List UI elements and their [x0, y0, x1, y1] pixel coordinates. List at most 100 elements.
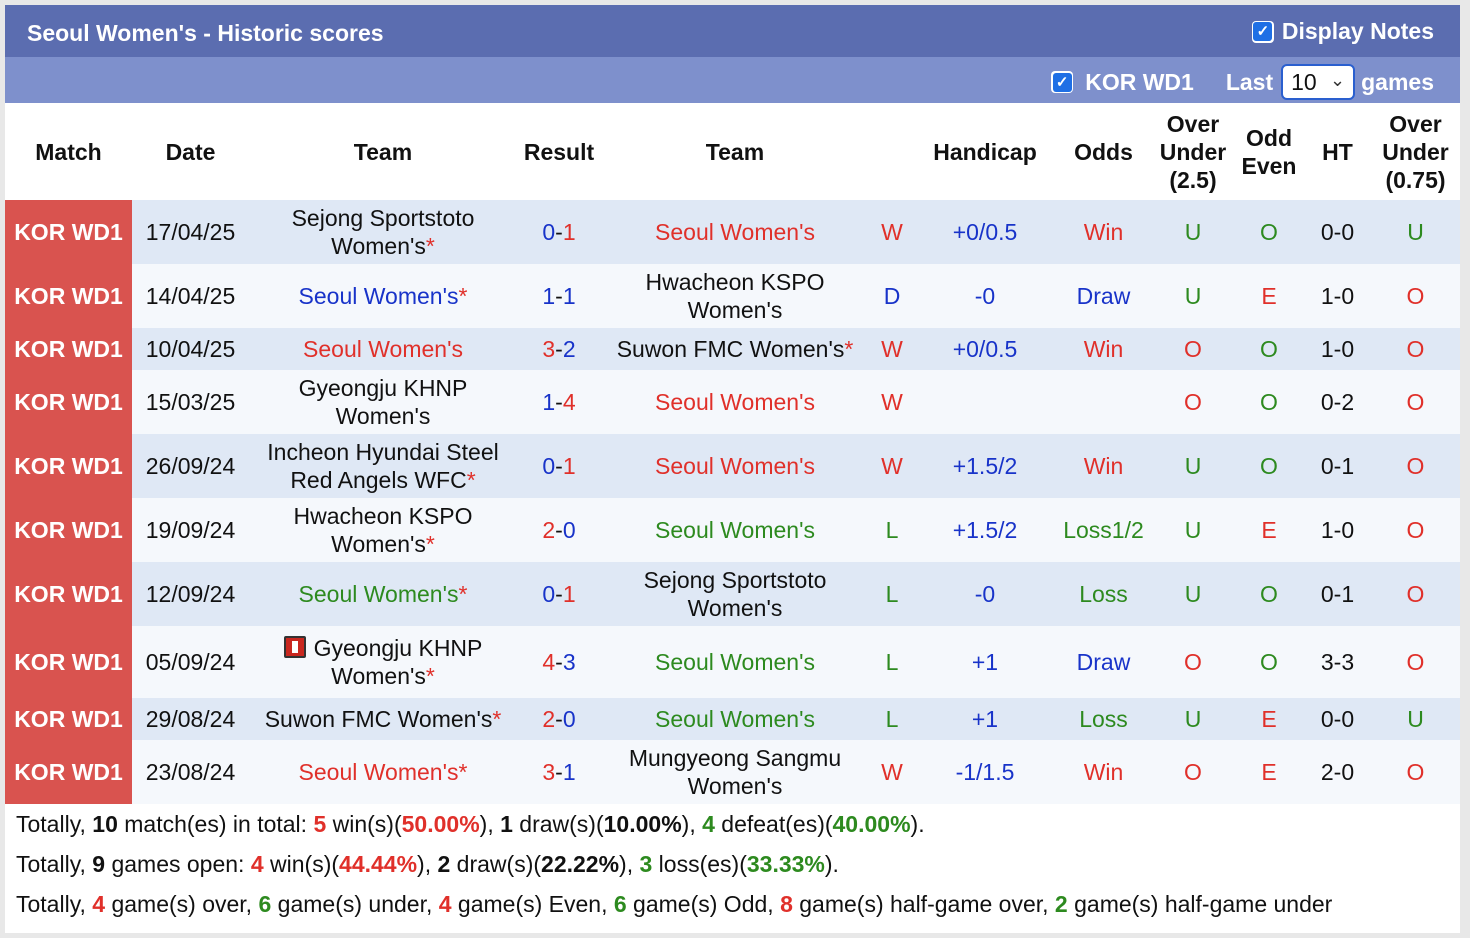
- col-match[interactable]: Match: [5, 103, 132, 200]
- league-cell[interactable]: KOR WD1: [5, 200, 132, 264]
- home-team-name[interactable]: Seoul Women's: [298, 581, 459, 607]
- home-team-cell[interactable]: Sejong Sportstoto Women's*: [249, 200, 517, 264]
- home-team-cell[interactable]: Gyeongju KHNP Women's*: [249, 626, 517, 698]
- away-team-name[interactable]: Seoul Women's: [655, 706, 815, 732]
- home-team-name[interactable]: Seoul Women's: [303, 336, 463, 362]
- ht-cell: 1-0: [1304, 498, 1371, 562]
- league-cell[interactable]: KOR WD1: [5, 264, 132, 328]
- away-team-cell[interactable]: Seoul Women's: [601, 698, 869, 740]
- odds-cell: Loss1/2: [1055, 498, 1152, 562]
- summary-segment: 6: [613, 891, 627, 917]
- league-cell[interactable]: KOR WD1: [5, 370, 132, 434]
- summary-segment: game(s) Even,: [451, 891, 614, 917]
- result-cell[interactable]: 1-1: [517, 264, 601, 328]
- ht-cell: 0-0: [1304, 698, 1371, 740]
- away-team-name[interactable]: Seoul Women's: [655, 389, 815, 415]
- checkbox-icon[interactable]: ✓: [1251, 20, 1274, 43]
- away-team-cell[interactable]: Seoul Women's: [601, 498, 869, 562]
- away-score: 1: [562, 219, 576, 245]
- col-over-under-ht[interactable]: Over Under (0.75): [1371, 103, 1460, 200]
- col-ht[interactable]: HT: [1304, 103, 1371, 200]
- away-team-cell[interactable]: Sejong Sportstoto Women's: [601, 562, 869, 626]
- home-team-cell[interactable]: Hwacheon KSPO Women's*: [249, 498, 517, 562]
- ht-cell: 0-1: [1304, 434, 1371, 498]
- away-team-cell[interactable]: Seoul Women's: [601, 200, 869, 264]
- score-separator: -: [555, 219, 563, 245]
- home-team-cell[interactable]: Suwon FMC Women's*: [249, 698, 517, 740]
- over-under-ht-cell: O: [1371, 562, 1460, 626]
- away-team-cell[interactable]: Hwacheon KSPO Women's: [601, 264, 869, 328]
- result-cell[interactable]: 0-1: [517, 434, 601, 498]
- col-over-under[interactable]: Over Under (2.5): [1152, 103, 1234, 200]
- home-team-cell[interactable]: Seoul Women's*: [249, 264, 517, 328]
- over-under-cell: O: [1152, 370, 1234, 434]
- home-team-cell[interactable]: Incheon Hyundai Steel Red Angels WFC*: [249, 434, 517, 498]
- odds-cell: Win: [1055, 328, 1152, 370]
- summary-segment: ).: [910, 811, 925, 837]
- score-separator: -: [555, 759, 563, 785]
- home-team-cell[interactable]: Gyeongju KHNP Women's: [249, 370, 517, 434]
- wdl-cell: W: [869, 434, 915, 498]
- away-team-cell[interactable]: Seoul Women's: [601, 626, 869, 698]
- summary-line-over-under: Totally, 4 game(s) over, 6 game(s) under…: [16, 884, 1460, 924]
- home-team-name[interactable]: Seoul Women's: [298, 759, 459, 785]
- result-cell[interactable]: 0-1: [517, 562, 601, 626]
- home-team-cell[interactable]: Seoul Women's*: [249, 562, 517, 626]
- away-team-name[interactable]: Seoul Women's: [655, 517, 815, 543]
- home-team-name[interactable]: Incheon Hyundai Steel Red Angels WFC: [267, 439, 499, 493]
- display-notes-toggle[interactable]: ✓ Display Notes: [1251, 18, 1434, 45]
- home-marker: *: [466, 467, 476, 493]
- result-cell[interactable]: 2-0: [517, 698, 601, 740]
- league-cell[interactable]: KOR WD1: [5, 740, 132, 804]
- away-team-cell[interactable]: Seoul Women's: [601, 370, 869, 434]
- league-cell[interactable]: KOR WD1: [5, 498, 132, 562]
- league-filter-checkbox[interactable]: ✓: [1051, 71, 1074, 93]
- away-team-name[interactable]: Seoul Women's: [655, 649, 815, 675]
- col-result[interactable]: Result: [517, 103, 601, 200]
- result-cell[interactable]: 3-1: [517, 740, 601, 804]
- date-cell: 10/04/25: [132, 328, 249, 370]
- col-team-away[interactable]: Team: [601, 103, 869, 200]
- away-team-cell[interactable]: Seoul Women's: [601, 434, 869, 498]
- games-label: games: [1361, 68, 1434, 95]
- away-team-name[interactable]: Seoul Women's: [655, 219, 815, 245]
- home-team-name[interactable]: Hwacheon KSPO Women's: [293, 503, 473, 557]
- date-cell: 26/09/24: [132, 434, 249, 498]
- away-team-name[interactable]: Seoul Women's: [655, 453, 815, 479]
- result-cell[interactable]: 4-3: [517, 626, 601, 698]
- league-cell[interactable]: KOR WD1: [5, 626, 132, 698]
- result-cell[interactable]: 2-0: [517, 498, 601, 562]
- league-filter-label: KOR WD1: [1085, 68, 1194, 95]
- league-cell[interactable]: KOR WD1: [5, 328, 132, 370]
- handicap-cell: -0: [915, 264, 1055, 328]
- result-cell[interactable]: 1-4: [517, 370, 601, 434]
- result-cell[interactable]: 3-2: [517, 328, 601, 370]
- league-cell[interactable]: KOR WD1: [5, 698, 132, 740]
- away-team-name[interactable]: Suwon FMC Women's: [616, 336, 845, 362]
- col-odd-even[interactable]: Odd Even: [1234, 103, 1304, 200]
- col-handicap[interactable]: Handicap: [915, 103, 1055, 200]
- away-team-cell[interactable]: Suwon FMC Women's*: [601, 328, 869, 370]
- home-team-name[interactable]: Gyeongju KHNP Women's: [298, 375, 468, 429]
- col-odds[interactable]: Odds: [1055, 103, 1152, 200]
- home-team-cell[interactable]: Seoul Women's*: [249, 740, 517, 804]
- league-cell[interactable]: KOR WD1: [5, 434, 132, 498]
- away-team-name[interactable]: Sejong Sportstoto Women's: [643, 567, 827, 621]
- home-team-name[interactable]: Sejong Sportstoto Women's: [291, 205, 475, 259]
- away-team-cell[interactable]: Mungyeong Sangmu Women's: [601, 740, 869, 804]
- last-games-select[interactable]: 10 ⌄: [1281, 64, 1356, 100]
- col-team-home[interactable]: Team: [249, 103, 517, 200]
- home-team-name[interactable]: Suwon FMC Women's: [264, 706, 493, 732]
- away-team-name[interactable]: Hwacheon KSPO Women's: [645, 269, 825, 323]
- away-team-name[interactable]: Mungyeong Sangmu Women's: [628, 745, 842, 799]
- table-row: KOR WD1 15/03/25 Gyeongju KHNP Women's 1-4 S…: [5, 370, 1460, 434]
- wdl-cell: W: [869, 200, 915, 264]
- home-team-name[interactable]: Gyeongju KHNP Women's: [313, 635, 483, 689]
- league-cell[interactable]: KOR WD1: [5, 562, 132, 626]
- home-team-name[interactable]: Seoul Women's: [298, 283, 459, 309]
- title-bar: Seoul Women's - Historic scores ✓ Displa…: [5, 5, 1460, 57]
- col-date[interactable]: Date: [132, 103, 249, 200]
- home-team-cell[interactable]: Seoul Women's: [249, 328, 517, 370]
- result-cell[interactable]: 0-1: [517, 200, 601, 264]
- over-under-ht-cell: O: [1371, 498, 1460, 562]
